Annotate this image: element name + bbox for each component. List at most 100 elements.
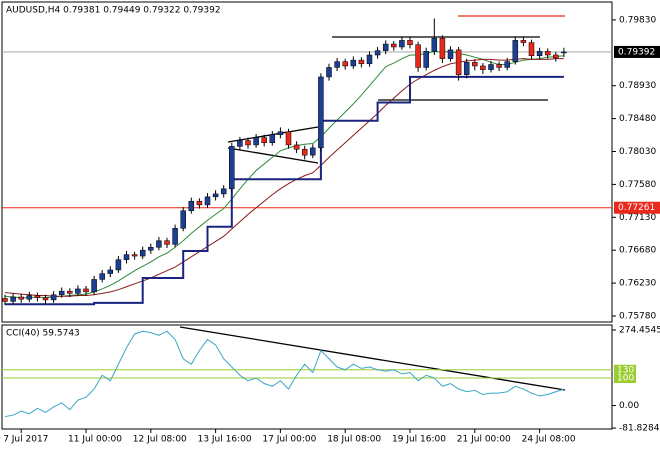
candle-body <box>34 295 41 298</box>
y-tick-label: 0.76680 <box>619 246 656 256</box>
candle-body <box>326 67 332 78</box>
candle-body <box>439 37 446 59</box>
price-label-box <box>614 201 660 214</box>
candle-body <box>67 290 73 294</box>
candle-body <box>431 37 438 52</box>
trendline <box>179 326 566 391</box>
candle-body <box>293 144 300 150</box>
chart-title: AUDUSD,H4 0.79381 0.79449 0.79322 0.7939… <box>6 6 221 16</box>
candle-body <box>512 40 519 62</box>
candle-body <box>447 49 454 59</box>
y-tick-label: 0.75780 <box>619 312 656 322</box>
y-tick-label: 0.77580 <box>619 180 656 190</box>
level-label: 130 <box>617 365 634 375</box>
candle-body <box>520 40 527 43</box>
candle-body <box>131 254 138 257</box>
candle-body <box>196 200 203 206</box>
y-tick-label: 274.4545 <box>619 325 660 335</box>
x-tick-label: 21 Jul 00:00 <box>457 435 511 445</box>
candle-body <box>180 210 186 229</box>
last-price-box <box>614 45 660 58</box>
candle-body <box>139 249 146 257</box>
candle-body <box>58 290 65 296</box>
candle-body <box>423 51 429 68</box>
y-tick-label: 0.76230 <box>619 279 656 289</box>
y-tick-label: 0.00 <box>619 401 639 411</box>
candle-body <box>245 140 251 146</box>
candle-body <box>318 76 324 149</box>
candle-body <box>164 240 170 245</box>
candle-body <box>415 44 421 68</box>
candle-body <box>172 228 178 245</box>
candle-body <box>544 51 551 56</box>
x-tick-label: 12 Jul 08:00 <box>133 435 187 445</box>
indicator-label: CCI(40) 59.5743 <box>6 329 80 339</box>
candle-body <box>91 279 97 293</box>
candle-body <box>148 247 154 251</box>
candle-body <box>2 298 8 302</box>
y-tick-label: 0.78930 <box>619 81 656 91</box>
candle-body <box>374 50 381 56</box>
candle-body <box>463 62 470 75</box>
candle-body <box>301 149 308 156</box>
candle-body <box>253 137 259 146</box>
candle-body <box>455 49 462 75</box>
indicator-line <box>4 50 564 299</box>
candle-body <box>407 40 413 46</box>
drawn-lines <box>179 36 566 391</box>
candle-body <box>285 131 292 146</box>
y-tick-label: -81.8284 <box>619 424 660 434</box>
candle-body <box>496 64 502 68</box>
candle-body <box>504 61 510 68</box>
y-tick-label: 0.77130 <box>619 213 656 223</box>
candle-body <box>391 43 397 48</box>
candle-body <box>204 196 211 206</box>
candle-body <box>50 294 57 301</box>
candle-body <box>75 288 81 294</box>
candle-body <box>553 54 559 59</box>
y-tick-label: 0.78480 <box>619 114 656 124</box>
candle-body <box>528 42 535 56</box>
price-label: 0.77261 <box>618 203 655 213</box>
candle-body <box>350 59 357 67</box>
candle-body <box>261 137 267 143</box>
candle-body <box>229 146 235 190</box>
indicator-line <box>4 58 564 297</box>
candle-body <box>99 273 105 280</box>
candle-body <box>382 43 389 51</box>
candle-body <box>212 193 219 198</box>
last-price-label: 0.79392 <box>618 47 655 57</box>
level-box <box>614 364 636 375</box>
x-tick-label: 13 Jul 16:00 <box>198 435 252 445</box>
candle-body <box>536 51 543 56</box>
candle-body <box>277 131 284 135</box>
candle-body <box>480 65 486 70</box>
candle-body <box>220 188 227 195</box>
candle-body <box>123 254 130 260</box>
candle-body <box>561 51 567 54</box>
indicator-panel <box>1 324 613 430</box>
candle-body <box>188 200 195 211</box>
candle-body <box>310 147 316 156</box>
candle-body <box>488 64 494 70</box>
candle-body <box>83 288 89 293</box>
candle-body <box>399 40 405 48</box>
x-tick-label: 19 Jul 16:00 <box>392 435 446 445</box>
price-panel <box>1 1 613 323</box>
candle-body <box>342 61 348 67</box>
candle-body <box>237 140 243 147</box>
cci-line <box>4 330 565 418</box>
x-tick-label: 11 Jul 00:00 <box>68 435 122 445</box>
candle-body <box>10 296 16 302</box>
candle-body <box>269 134 276 143</box>
x-tick-label: 18 Jul 08:00 <box>327 435 381 445</box>
indicator-line <box>5 75 564 306</box>
level-label: 100 <box>617 374 634 384</box>
candle-body <box>107 269 114 274</box>
x-tick-label: 7 Jul 2017 <box>3 435 48 445</box>
y-tick-label: 0.79830 <box>619 15 656 25</box>
candle-body <box>26 295 33 300</box>
x-tick-label: 24 Jul 08:00 <box>522 435 576 445</box>
x-tick-label: 17 Jul 00:00 <box>262 435 316 445</box>
